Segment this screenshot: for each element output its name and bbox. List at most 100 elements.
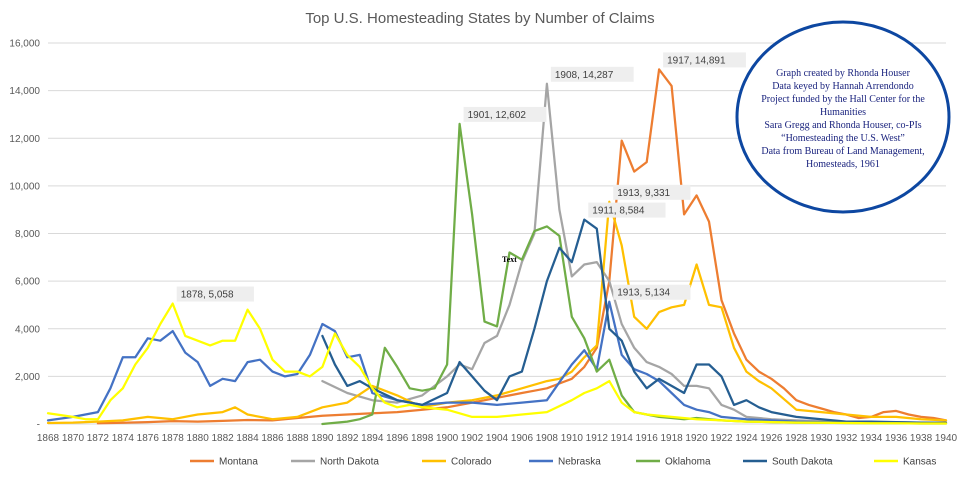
legend-label: Montana bbox=[219, 457, 258, 468]
stray-text-label: Text bbox=[502, 255, 517, 264]
x-tick-label: 1924 bbox=[735, 433, 758, 444]
y-tick-label: 16,000 bbox=[9, 39, 40, 50]
callout-box bbox=[550, 66, 634, 82]
x-tick-label: 1900 bbox=[436, 433, 459, 444]
x-tick-label: 1872 bbox=[87, 433, 110, 444]
legend-label: North Dakota bbox=[320, 457, 379, 468]
credit-line: Data keyed by Hannah Arrendondo bbox=[772, 81, 914, 92]
y-tick-label: 2,000 bbox=[15, 372, 40, 383]
series-lines bbox=[46, 68, 948, 426]
legend-item: South Dakota bbox=[743, 457, 833, 468]
x-tick-label: 1874 bbox=[112, 433, 135, 444]
x-tick-label: 1930 bbox=[810, 433, 833, 444]
grid-lines bbox=[48, 42, 946, 425]
x-tick-label: 1914 bbox=[611, 433, 634, 444]
x-axis-ticks: 1868 1870 1872 1874 1876 1878 1880 1882 1884 1886… bbox=[37, 433, 958, 444]
callout-box bbox=[613, 184, 691, 200]
y-tick-label: 6,000 bbox=[15, 277, 40, 288]
x-tick-label: 1906 bbox=[511, 433, 534, 444]
x-tick-label: 1870 bbox=[62, 433, 85, 444]
x-tick-label: 1916 bbox=[636, 433, 659, 444]
callout-label: 1917, 14,891 bbox=[667, 55, 726, 66]
x-tick-label: 1892 bbox=[336, 433, 359, 444]
credit-circle: Graph created by Rhonda Houser Data keyed… bbox=[735, 20, 951, 214]
credit-line: Project funded by the Hall Center for th… bbox=[761, 94, 925, 105]
data-callout: 1901, 12,602 bbox=[463, 106, 547, 122]
data-callout: 1913, 5,134 bbox=[613, 284, 691, 300]
data-callout: 1917, 14,891 bbox=[663, 52, 746, 68]
x-tick-label: 1878 bbox=[162, 433, 185, 444]
callout-box bbox=[588, 202, 666, 218]
legend-label: South Dakota bbox=[772, 457, 833, 468]
legend-label: Oklahoma bbox=[665, 457, 711, 468]
series-line-colorado bbox=[46, 200, 948, 425]
callout-label: 1878, 5,058 bbox=[181, 290, 234, 301]
callout-label: 1911, 8,584 bbox=[592, 206, 645, 217]
x-tick-label: 1910 bbox=[561, 433, 584, 444]
y-tick-label: 8,000 bbox=[15, 229, 40, 240]
x-tick-label: 1884 bbox=[236, 433, 259, 444]
data-callout: 1878, 5,058 bbox=[176, 286, 254, 302]
credit-line: Data from Bureau of Land Management, bbox=[761, 146, 924, 157]
y-tick-label: - bbox=[37, 420, 40, 431]
x-tick-label: 1890 bbox=[311, 433, 334, 444]
x-tick-label: 1868 bbox=[37, 433, 60, 444]
legend-item: Montana bbox=[190, 457, 258, 468]
legend-label: Nebraska bbox=[558, 457, 601, 468]
callout-box bbox=[613, 284, 691, 300]
x-tick-label: 1940 bbox=[935, 433, 958, 444]
y-tick-label: 10,000 bbox=[9, 181, 40, 192]
callout-box bbox=[663, 52, 746, 68]
x-tick-label: 1920 bbox=[685, 433, 708, 444]
data-callout: 1911, 8,584 bbox=[588, 202, 666, 218]
legend-label: Colorado bbox=[451, 457, 492, 468]
x-tick-label: 1898 bbox=[411, 433, 434, 444]
series-line-nebraska bbox=[46, 300, 948, 425]
series-line-south-dakota bbox=[321, 218, 948, 424]
x-tick-label: 1922 bbox=[710, 433, 733, 444]
x-tick-label: 1888 bbox=[286, 433, 309, 444]
callout-box bbox=[463, 106, 547, 122]
credit-line: “Homesteading the U.S. West” bbox=[781, 133, 905, 144]
x-tick-label: 1908 bbox=[536, 433, 559, 444]
legend-item: North Dakota bbox=[291, 457, 379, 468]
x-tick-label: 1926 bbox=[760, 433, 783, 444]
y-tick-label: 14,000 bbox=[9, 86, 40, 97]
callout-label: 1908, 14,287 bbox=[555, 70, 614, 81]
x-tick-label: 1894 bbox=[361, 433, 384, 444]
x-tick-label: 1932 bbox=[835, 433, 858, 444]
x-tick-label: 1934 bbox=[860, 433, 883, 444]
callout-box bbox=[176, 286, 254, 302]
legend-item: Kansas bbox=[874, 457, 936, 468]
credit-line: Humanities bbox=[820, 107, 866, 118]
credit-line: Homesteads, 1961 bbox=[806, 159, 880, 170]
x-tick-label: 1918 bbox=[660, 433, 683, 444]
series-line-north-dakota bbox=[321, 82, 948, 424]
legend-item: Nebraska bbox=[529, 457, 601, 468]
legend-item: Colorado bbox=[422, 457, 492, 468]
legend-label: Kansas bbox=[903, 457, 936, 468]
credit-line: Graph created by Rhonda Houser bbox=[776, 68, 911, 79]
y-tick-label: 4,000 bbox=[15, 324, 40, 335]
y-tick-label: 12,000 bbox=[9, 134, 40, 145]
data-callouts: 1878, 5,058 1901, 12,602 1908, 14,287 1917,… bbox=[176, 52, 746, 302]
callout-label: 1913, 9,331 bbox=[617, 188, 670, 199]
x-tick-label: 1912 bbox=[586, 433, 609, 444]
callout-label: 1901, 12,602 bbox=[468, 110, 527, 121]
x-tick-label: 1928 bbox=[785, 433, 808, 444]
series-line-kansas bbox=[46, 302, 948, 425]
callout-label: 1913, 5,134 bbox=[617, 288, 670, 299]
y-axis-ticks: - 2,000 4,000 6,000 8,000 10,000 12,000 14,000 1… bbox=[9, 39, 40, 431]
x-tick-label: 1936 bbox=[885, 433, 908, 444]
credit-line: Sara Gregg and Rhonda Houser, co-PIs bbox=[764, 120, 921, 131]
x-tick-label: 1882 bbox=[211, 433, 234, 444]
legend-item: Oklahoma bbox=[636, 457, 711, 468]
x-tick-label: 1886 bbox=[261, 433, 284, 444]
x-tick-label: 1896 bbox=[386, 433, 409, 444]
legend: Montana North Dakota Colorado Nebraska Oklah… bbox=[190, 457, 936, 468]
data-callout: 1913, 9,331 bbox=[613, 184, 691, 200]
x-tick-label: 1902 bbox=[461, 433, 484, 444]
x-tick-label: 1904 bbox=[486, 433, 509, 444]
